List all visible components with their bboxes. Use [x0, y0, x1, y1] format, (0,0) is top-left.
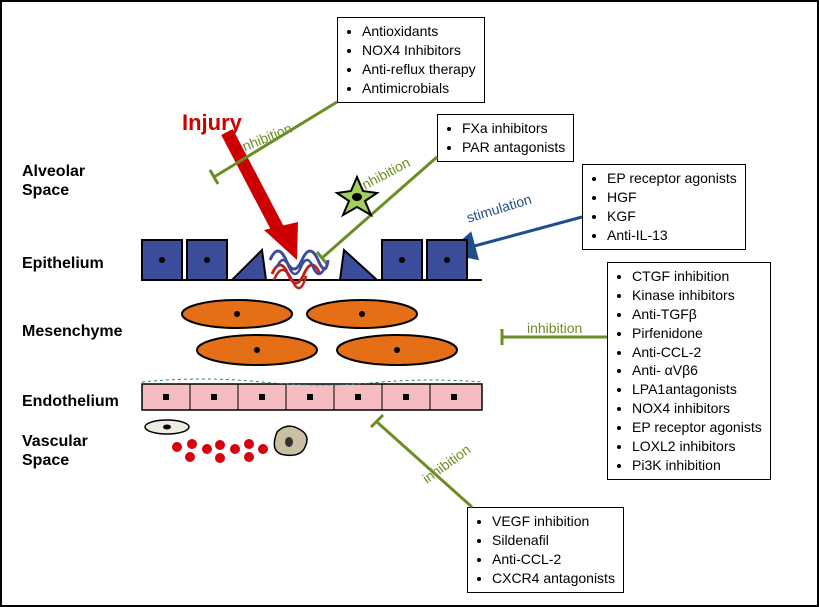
- mesenchyme-label: Mesenchyme: [22, 322, 123, 341]
- alveolar-label: Alveolar Space: [22, 162, 85, 200]
- injury-arrow: [227, 132, 298, 260]
- list-item: FXa inhibitors: [462, 119, 565, 138]
- list-item: KGF: [607, 207, 737, 226]
- list-item: NOX4 Inhibitors: [362, 41, 476, 60]
- injury-label: Injury: [182, 110, 242, 136]
- list-item: EP receptor agonists: [632, 418, 762, 437]
- box-vegf: VEGF inhibition Sildenafil Anti-CCL-2 CX…: [467, 507, 624, 593]
- diagram-canvas: Injury Alveolar Space Epithelium Mesench…: [0, 0, 819, 607]
- list-item: CTGF inhibition: [632, 267, 762, 286]
- list-item: Anti-TGFβ: [632, 305, 762, 324]
- box-fxa: FXa inhibitors PAR antagonists: [437, 114, 574, 162]
- inhibition-label-1: inhibition: [237, 120, 294, 156]
- list-item: Anti-IL-13: [607, 226, 737, 245]
- list-item: HGF: [607, 188, 737, 207]
- wound-tangle: [270, 251, 328, 288]
- list-item: Anti-CCL-2: [492, 550, 615, 569]
- list-item: NOX4 inhibitors: [632, 399, 762, 418]
- list-item: Kinase inhibitors: [632, 286, 762, 305]
- list-item: Pirfenidone: [632, 324, 762, 343]
- inhibition-label-4: inhibition: [419, 441, 473, 486]
- list-item: CXCR4 antagonists: [492, 569, 615, 588]
- mesenchyme-cells: [182, 300, 457, 365]
- box-ep: EP receptor agonists HGF KGF Anti-IL-13: [582, 164, 746, 250]
- list-item: PAR antagonists: [462, 138, 565, 157]
- vascular-label: Vascular Space: [22, 432, 88, 470]
- vascular-cells: [145, 420, 307, 463]
- list-item: LOXL2 inhibitors: [632, 437, 762, 456]
- endothelium-row: [142, 379, 482, 410]
- epithelium-label: Epithelium: [22, 254, 104, 273]
- list-item: Anti- αVβ6: [632, 361, 762, 380]
- list-item: Pi3K inhibition: [632, 456, 762, 475]
- list-item: Sildenafil: [492, 531, 615, 550]
- epithelium-row: [142, 240, 482, 288]
- list-item: VEGF inhibition: [492, 512, 615, 531]
- endothelium-label: Endothelium: [22, 392, 119, 411]
- inhibition-label-2: inhibition: [356, 154, 412, 194]
- stimulation-label: stimulation: [465, 191, 534, 226]
- inhibition-label-3: inhibition: [527, 320, 582, 336]
- box-antioxidants: Antioxidants NOX4 Inhibitors Anti-reflux…: [337, 17, 485, 103]
- list-item: Anti-reflux therapy: [362, 60, 476, 79]
- list-item: Antioxidants: [362, 22, 476, 41]
- list-item: EP receptor agonists: [607, 169, 737, 188]
- box-ctgf: CTGF inhibition Kinase inhibitors Anti-T…: [607, 262, 771, 480]
- list-item: Anti-CCL-2: [632, 343, 762, 362]
- list-item: Antimicrobials: [362, 79, 476, 98]
- list-item: LPA1antagonists: [632, 380, 762, 399]
